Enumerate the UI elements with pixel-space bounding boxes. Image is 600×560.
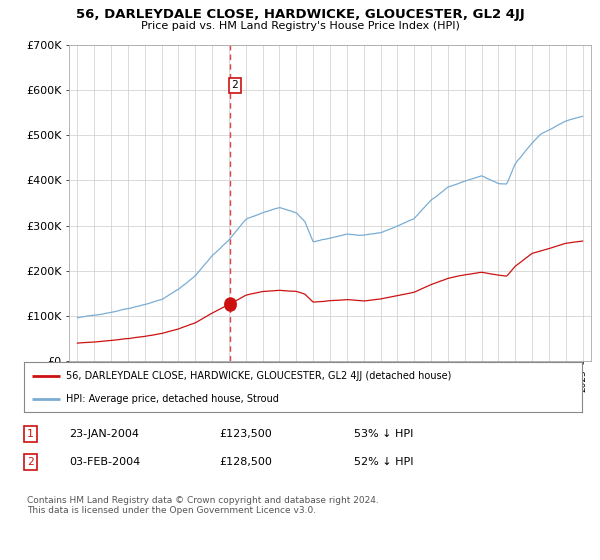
Text: 2: 2: [232, 81, 238, 91]
Text: 03-FEB-2004: 03-FEB-2004: [69, 457, 140, 467]
Text: 1: 1: [27, 429, 34, 439]
Text: 2: 2: [27, 457, 34, 467]
Text: 56, DARLEYDALE CLOSE, HARDWICKE, GLOUCESTER, GL2 4JJ (detached house): 56, DARLEYDALE CLOSE, HARDWICKE, GLOUCES…: [66, 371, 451, 381]
Text: £128,500: £128,500: [219, 457, 272, 467]
Text: HPI: Average price, detached house, Stroud: HPI: Average price, detached house, Stro…: [66, 394, 279, 404]
Text: Price paid vs. HM Land Registry's House Price Index (HPI): Price paid vs. HM Land Registry's House …: [140, 21, 460, 31]
Text: £123,500: £123,500: [219, 429, 272, 439]
Text: 52% ↓ HPI: 52% ↓ HPI: [354, 457, 413, 467]
Text: 23-JAN-2004: 23-JAN-2004: [69, 429, 139, 439]
Text: 56, DARLEYDALE CLOSE, HARDWICKE, GLOUCESTER, GL2 4JJ: 56, DARLEYDALE CLOSE, HARDWICKE, GLOUCES…: [76, 8, 524, 21]
Text: 53% ↓ HPI: 53% ↓ HPI: [354, 429, 413, 439]
Text: Contains HM Land Registry data © Crown copyright and database right 2024.
This d: Contains HM Land Registry data © Crown c…: [27, 496, 379, 515]
